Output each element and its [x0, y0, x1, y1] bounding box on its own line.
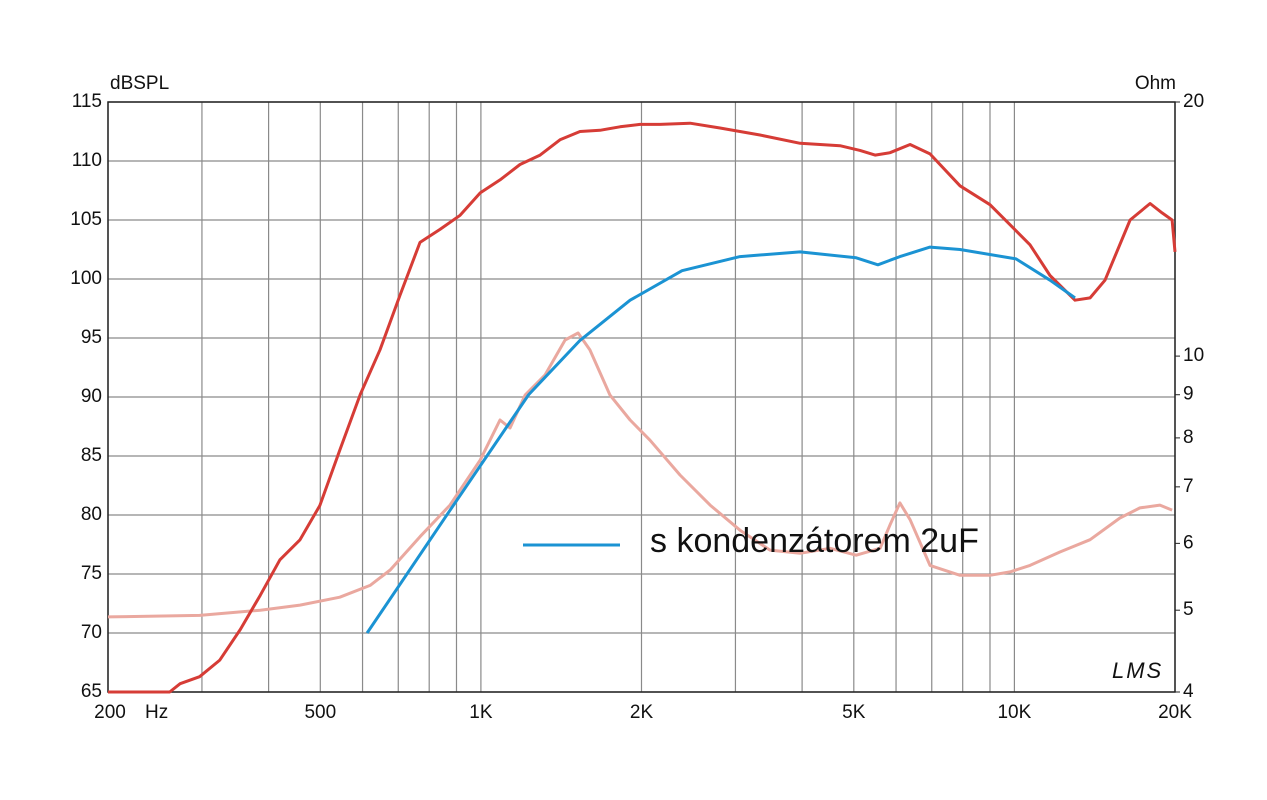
y2-tick-label: 5	[1183, 599, 1194, 620]
x-tick-label: 1K	[469, 702, 493, 723]
x-tick-label: 500	[304, 702, 336, 723]
y2-tick-label: 8	[1183, 427, 1194, 448]
plot-frame	[107, 101, 1176, 693]
x-tick-label: 200	[94, 702, 126, 723]
y-tick-label: 105	[70, 209, 102, 230]
y-tick-label: 110	[72, 150, 102, 171]
y2-tick-label: 7	[1183, 476, 1194, 497]
y2-tick-label: 10	[1183, 345, 1204, 366]
x-tick-label: 20K	[1158, 702, 1192, 723]
y-tick-label: 115	[72, 91, 102, 112]
y-tick-label: 85	[81, 445, 102, 466]
x-unit: Hz	[145, 702, 168, 723]
y2-axis-label: Ohm	[1135, 73, 1176, 94]
y-tick-label: 90	[81, 386, 102, 407]
y-tick-label: 70	[81, 622, 102, 643]
series-line	[107, 331, 1173, 619]
y-tick-label: 80	[81, 504, 102, 525]
y-tick-label: 100	[70, 268, 102, 289]
x-tick-label: 5K	[842, 702, 866, 723]
x-tick-label: 10K	[997, 702, 1031, 723]
series-line	[108, 121, 1177, 694]
y-tick-label: 75	[81, 563, 102, 584]
y-tick-label: 95	[81, 327, 102, 348]
y-tick-label: 65	[81, 681, 102, 702]
x-tick-label: 2K	[630, 702, 654, 723]
y2-tick-label: 20	[1183, 91, 1204, 112]
y2-tick-label: 9	[1183, 384, 1194, 405]
y2-tick-label: 4	[1183, 681, 1194, 702]
logo: LMS	[1112, 658, 1163, 683]
legend-label: s kondenzátorem 2uF	[650, 522, 979, 560]
y2-tick-label: 6	[1183, 532, 1194, 553]
y-axis-label: dBSPL	[110, 73, 169, 94]
series-line	[365, 245, 1076, 634]
